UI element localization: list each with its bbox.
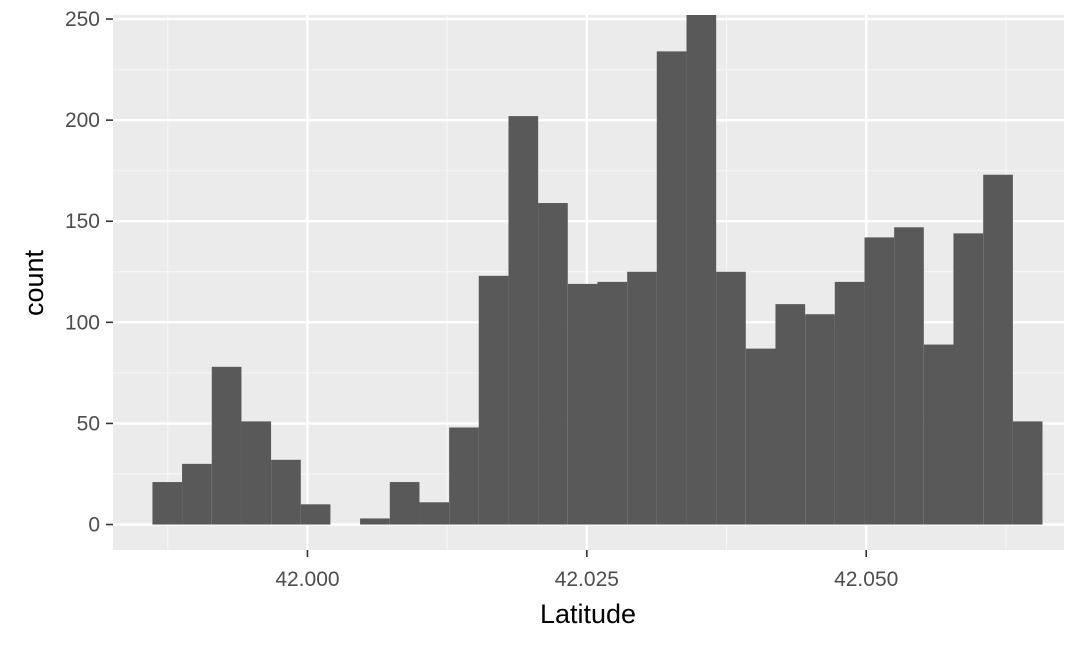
y-tick-label: 0 [88,514,100,537]
y-tick-label: 100 [65,311,100,334]
y-tick-label: 250 [65,8,100,31]
x-axis-title: Latitude [540,599,636,629]
histogram-bar [211,366,242,525]
histogram-bar [923,344,954,525]
histogram-bar [300,504,331,525]
histogram-bar [152,482,183,525]
histogram-bar [538,203,568,525]
histogram-bar [864,237,895,525]
y-axis: 0 50 100 150 200 250 [65,8,113,537]
y-tick-label: 200 [65,109,100,132]
histogram-bar [478,275,509,525]
histogram-bar [597,281,628,525]
histogram-bar [716,271,746,525]
histogram-bar [775,304,806,525]
histogram-bar [1012,421,1043,525]
histogram-bar [182,463,212,525]
histogram-bar [953,233,984,525]
x-axis: 42.000 42.025 42.050 [275,550,898,591]
histogram-bar [389,482,420,525]
histogram-bar [360,518,390,525]
x-tick-label: 42.050 [834,568,898,591]
histogram-bar [271,459,301,525]
histogram-bar [449,427,479,525]
y-tick-label: 50 [77,412,100,435]
histogram-bar [419,502,450,525]
y-axis-title: count [19,249,49,316]
histogram-bar [656,51,687,525]
histogram-bar [241,421,272,525]
histogram-bar [508,116,539,525]
histogram-bars [152,15,1043,525]
histogram-bar [894,227,924,525]
y-tick-label: 150 [65,210,100,233]
histogram-bar [983,174,1013,525]
histogram-bar [805,314,835,525]
x-tick-label: 42.000 [275,568,339,591]
x-tick-label: 42.025 [555,568,619,591]
histogram-bar [686,15,717,525]
histogram-bar [834,281,865,525]
histogram-bar [567,283,598,525]
histogram-bar [745,348,776,525]
histogram-bar [627,271,657,525]
